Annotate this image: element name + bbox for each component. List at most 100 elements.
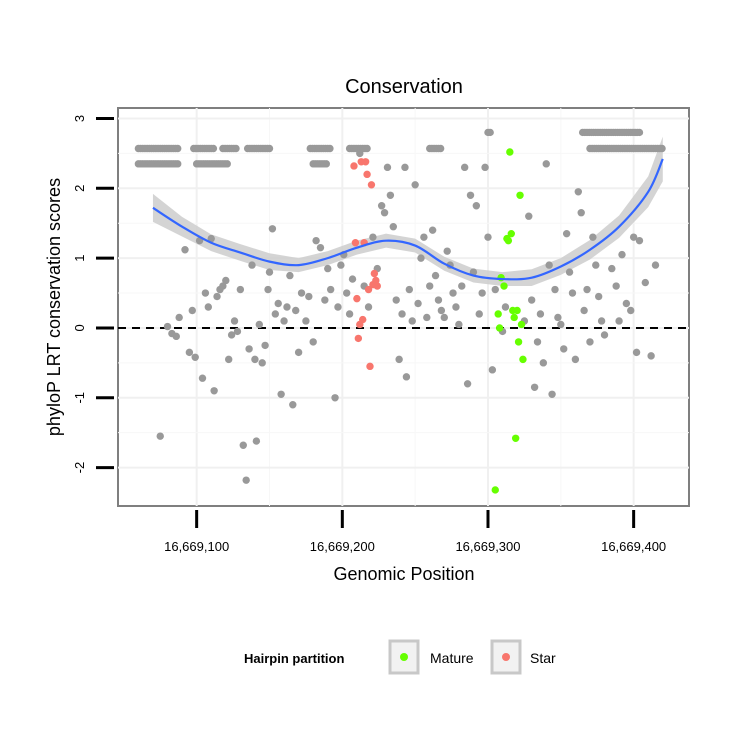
data-point-other [225, 355, 233, 364]
legend-title: Hairpin partition [244, 651, 344, 666]
data-point-other [548, 390, 556, 398]
data-point-other [478, 289, 486, 297]
data-point-star [354, 334, 363, 343]
data-point-other [560, 345, 568, 353]
data-point-other [608, 264, 616, 273]
data-point-other [252, 437, 261, 445]
data-point-other [460, 163, 469, 172]
data-point-mature [500, 282, 508, 290]
data-point-other [618, 250, 626, 259]
data-point-other [475, 310, 483, 318]
data-point-other [230, 317, 239, 325]
data-point-other [635, 236, 644, 245]
data-point-other [586, 338, 594, 346]
data-point-other [363, 144, 371, 153]
data-point-other [577, 209, 585, 217]
data-point-other [181, 246, 189, 254]
data-point-other [345, 310, 354, 318]
data-point-other [632, 348, 641, 357]
data-point-other [242, 476, 250, 484]
data-point-other [334, 303, 342, 311]
data-point-other [324, 264, 332, 273]
data-point-other [356, 149, 364, 158]
chart-title: Conservation [345, 76, 463, 98]
data-point-other [386, 191, 395, 199]
data-point-other [302, 317, 310, 325]
data-point-other [163, 322, 172, 331]
data-point-other [271, 310, 280, 318]
data-point-other [491, 285, 499, 294]
data-point-mature [510, 313, 518, 322]
data-point-other [629, 233, 638, 241]
data-point-mature [504, 236, 513, 245]
data-point-other [525, 212, 533, 220]
data-point-other [562, 229, 571, 238]
data-point-other [597, 317, 606, 325]
data-point-other [312, 236, 320, 245]
data-point-other [172, 332, 180, 341]
data-point-other [364, 303, 373, 311]
data-point-other [348, 275, 357, 283]
data-point-other [265, 144, 274, 153]
data-point-other [551, 285, 559, 294]
legend-label-mature: Mature [430, 650, 474, 666]
data-point-other [458, 282, 466, 290]
data-point-star [367, 181, 376, 189]
data-point-other [481, 163, 489, 172]
data-point-other [268, 225, 277, 233]
data-point-other [395, 355, 403, 364]
data-point-other [437, 306, 446, 315]
data-point-other [417, 254, 425, 262]
data-point-star [363, 170, 371, 179]
data-point-other [408, 317, 416, 325]
data-point-other [486, 128, 494, 137]
data-point-other [615, 317, 623, 325]
data-point-star [366, 362, 374, 371]
data-point-other [455, 320, 463, 329]
data-point-other [398, 310, 406, 318]
data-point-other [651, 261, 660, 269]
data-point-star [372, 276, 380, 285]
y-tick-label: -1 [72, 392, 87, 404]
data-point-other [207, 234, 215, 243]
data-point-mature [513, 306, 521, 315]
data-point-other [174, 144, 182, 153]
data-point-other [568, 289, 577, 297]
data-point-other [600, 331, 609, 339]
y-tick-label: 1 [72, 255, 87, 262]
data-point-other [647, 352, 655, 360]
data-point-other [580, 306, 588, 315]
data-point-star [361, 158, 370, 166]
data-point-other [265, 268, 274, 276]
data-point-other [383, 163, 392, 172]
plot-panel [117, 107, 690, 507]
legend-item-mature: Mature [388, 639, 474, 675]
data-point-other [294, 348, 303, 357]
data-point-other [309, 338, 317, 346]
data-point-other [232, 144, 240, 153]
legend: Hairpin partition Mature Star [244, 639, 556, 675]
y-axis: -2 -1 0 1 2 3 [72, 115, 114, 473]
data-points [134, 128, 666, 494]
data-point-other [283, 303, 291, 311]
data-point-mature [507, 229, 515, 238]
data-point-other [185, 348, 194, 357]
data-point-other [530, 383, 539, 391]
x-tick-label: 16,669,200 [310, 539, 375, 554]
x-tick-label: 16,669,300 [455, 539, 520, 554]
data-point-other [501, 303, 510, 311]
data-point-other [420, 233, 428, 241]
data-point-star [370, 269, 379, 278]
data-point-other [326, 285, 335, 294]
data-point-other [452, 303, 460, 311]
data-point-mature [495, 324, 504, 332]
data-point-other [289, 401, 297, 409]
x-axis-title: Genomic Position [333, 564, 474, 584]
data-point-other [463, 380, 472, 388]
data-point-other [174, 160, 182, 168]
data-point-other [245, 345, 253, 353]
data-point-other [414, 299, 422, 308]
data-point-other [539, 359, 548, 367]
data-point-other [280, 317, 288, 325]
data-point-other [443, 247, 451, 255]
